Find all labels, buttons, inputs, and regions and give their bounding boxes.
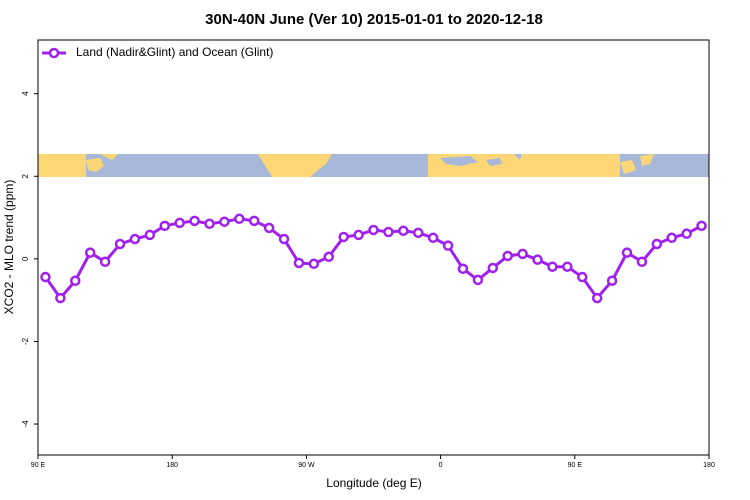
point bbox=[472, 274, 484, 286]
x-tick-label: 180 bbox=[703, 462, 715, 469]
plot-frame bbox=[37, 39, 710, 456]
legend-label: Land (Nadir&Glint) and Ocean (Glint) bbox=[76, 45, 273, 59]
x-axis-label: Longitude (deg E) bbox=[326, 476, 421, 490]
point bbox=[487, 262, 499, 274]
map-strip bbox=[38, 154, 709, 177]
point bbox=[577, 271, 588, 283]
point bbox=[114, 238, 126, 250]
y-tick-label: -4 bbox=[21, 420, 30, 428]
point bbox=[55, 292, 66, 304]
x-tick-label: 0 bbox=[439, 462, 443, 469]
point bbox=[398, 225, 409, 237]
point bbox=[383, 226, 394, 238]
point bbox=[442, 240, 454, 251]
point bbox=[129, 233, 141, 245]
point bbox=[457, 263, 469, 275]
x-tick-label: 90 W bbox=[298, 462, 315, 469]
y-tick-label: 2 bbox=[21, 173, 30, 178]
point bbox=[368, 224, 379, 236]
point bbox=[681, 228, 692, 239]
point bbox=[204, 218, 215, 230]
point bbox=[278, 233, 290, 245]
point bbox=[293, 257, 305, 269]
point bbox=[562, 261, 573, 272]
point bbox=[532, 254, 543, 265]
point bbox=[263, 222, 275, 234]
point bbox=[174, 217, 185, 229]
point bbox=[248, 215, 260, 227]
point bbox=[323, 251, 335, 263]
point bbox=[219, 216, 230, 227]
y-tick-label: 4 bbox=[21, 91, 30, 96]
point bbox=[502, 250, 513, 262]
point bbox=[547, 261, 558, 272]
point bbox=[591, 292, 603, 304]
point bbox=[666, 232, 677, 244]
point bbox=[651, 238, 663, 250]
point bbox=[606, 275, 618, 286]
point bbox=[696, 220, 707, 232]
point bbox=[427, 232, 439, 244]
y-tick-label: 0 bbox=[21, 256, 30, 261]
legend-marker bbox=[48, 47, 60, 59]
y-tick-label: -2 bbox=[21, 337, 30, 345]
x-tick-label: 180 bbox=[166, 462, 178, 469]
point bbox=[159, 220, 170, 232]
point bbox=[621, 247, 633, 258]
chart-title: 30N-40N June (Ver 10) 2015-01-01 to 2020… bbox=[205, 11, 543, 28]
point bbox=[40, 271, 51, 283]
point bbox=[636, 256, 648, 267]
point bbox=[84, 247, 96, 258]
point bbox=[234, 213, 245, 225]
point bbox=[308, 258, 320, 270]
x-tick-label: 90 E bbox=[568, 462, 583, 469]
point bbox=[70, 275, 81, 286]
x-tick-label: 90 E bbox=[31, 462, 46, 469]
point bbox=[338, 231, 349, 243]
point bbox=[99, 256, 111, 267]
y-axis-label: XCO2 - MLO trend (ppm) bbox=[2, 180, 16, 315]
point bbox=[517, 248, 528, 260]
point bbox=[144, 229, 156, 241]
point bbox=[189, 215, 200, 227]
point bbox=[353, 229, 364, 241]
point bbox=[412, 227, 424, 239]
